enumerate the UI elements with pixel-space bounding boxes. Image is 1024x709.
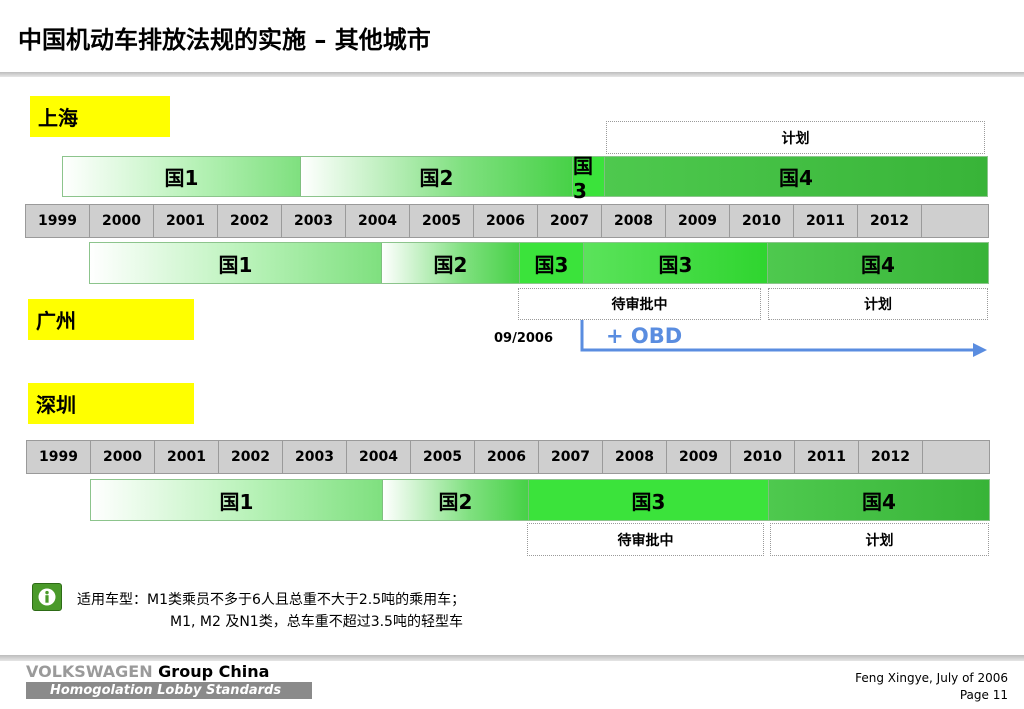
guangzhou-plan-note: 计划 (768, 288, 988, 320)
brand-volkswagen: VOLKSWAGEN (26, 662, 153, 681)
shenzhen-bar: 国1 国2 国3 国4 (90, 479, 990, 521)
city-label-shenzhen: 深圳 (28, 383, 194, 424)
shanghai-bottom-bar: 国1 国2 国3 国3 国4 (89, 242, 989, 284)
year-cell: 2005 (410, 205, 474, 237)
shanghai-bottom-seg-4: 国3 (584, 243, 768, 283)
year-cell: 2009 (666, 205, 730, 237)
shanghai-bottom-seg-1: 国1 (90, 243, 382, 283)
shanghai-plan-note: 计划 (606, 121, 985, 154)
shenzhen-seg-3: 国3 (529, 480, 769, 520)
year-cell: 2001 (155, 441, 219, 473)
shanghai-bottom-seg-3: 国3 (520, 243, 584, 283)
brand-group-china: Group China (158, 662, 270, 681)
shanghai-top-seg-2: 国2 (301, 157, 573, 196)
footer-divider (0, 655, 1024, 661)
title-divider (0, 72, 1024, 77)
shenzhen-plan-note: 计划 (770, 523, 989, 556)
info-icon (32, 583, 62, 611)
year-cell: 2006 (474, 205, 538, 237)
year-cell: 2008 (602, 205, 666, 237)
year-cell: 2003 (283, 441, 347, 473)
info-text-line-1: 适用车型：M1类乘员不多于6人且总重不大于2.5吨的乘用车； (77, 592, 466, 608)
year-cell: 2010 (731, 441, 795, 473)
year-cell: 1999 (27, 441, 91, 473)
info-text-line-2: M1, M2 及N1类，总车重不超过3.5吨的轻型车 (170, 614, 463, 630)
shanghai-bottom-seg-5: 国4 (768, 243, 988, 283)
year-cell: 2003 (282, 205, 346, 237)
year-cell: 2007 (538, 205, 602, 237)
year-cell: 2012 (858, 205, 922, 237)
guangzhou-pending-note: 待审批中 (518, 288, 761, 320)
shenzhen-seg-2: 国2 (383, 480, 529, 520)
year-cell: 2006 (475, 441, 539, 473)
year-cell (923, 441, 989, 473)
year-cell: 2010 (730, 205, 794, 237)
year-cell: 2002 (219, 441, 283, 473)
footer-brand: VOLKSWAGEN Group China (26, 662, 269, 681)
obd-label: + OBD (606, 324, 683, 348)
year-cell: 1999 (26, 205, 90, 237)
year-cell: 2012 (859, 441, 923, 473)
footer-author: Feng Xingye, July of 2006 (855, 671, 1008, 685)
shanghai-bottom-seg-2: 国2 (382, 243, 520, 283)
shanghai-top-bar: 国1 国2 国3 国4 (62, 154, 988, 203)
city-label-shanghai: 上海 (30, 96, 170, 137)
obd-date-label: 09/2006 (494, 331, 554, 346)
year-cell: 2009 (667, 441, 731, 473)
page-title: 中国机动车排放法规的实施 – 其他城市 (18, 26, 431, 54)
year-cell: 2004 (347, 441, 411, 473)
year-cell: 2011 (795, 441, 859, 473)
year-cell (922, 205, 988, 237)
footer-subtitle: Homogolation Lobby Standards (26, 682, 312, 699)
right-arrow-icon (580, 320, 987, 357)
year-cell: 2000 (90, 205, 154, 237)
year-cell: 2011 (794, 205, 858, 237)
year-cell: 2004 (346, 205, 410, 237)
shanghai-year-axis: 1999 2000 2001 2002 2003 2004 2005 2006 … (25, 204, 989, 238)
city-label-guangzhou: 广州 (28, 299, 194, 340)
shanghai-top-seg-1: 国1 (63, 157, 301, 196)
shenzhen-seg-4: 国4 (769, 480, 989, 520)
shenzhen-year-axis: 1999 2000 2001 2002 2003 2004 2005 2006 … (26, 440, 990, 474)
page-number: Page 11 (959, 688, 1008, 702)
year-cell: 2007 (539, 441, 603, 473)
year-cell: 2002 (218, 205, 282, 237)
year-cell: 2008 (603, 441, 667, 473)
year-cell: 2001 (154, 205, 218, 237)
shenzhen-seg-1: 国1 (91, 480, 383, 520)
shenzhen-pending-note: 待审批中 (527, 523, 764, 556)
year-cell: 2000 (91, 441, 155, 473)
year-cell: 2005 (411, 441, 475, 473)
shanghai-top-seg-4: 国4 (605, 157, 987, 196)
shanghai-top-seg-3: 国3 (573, 154, 605, 203)
